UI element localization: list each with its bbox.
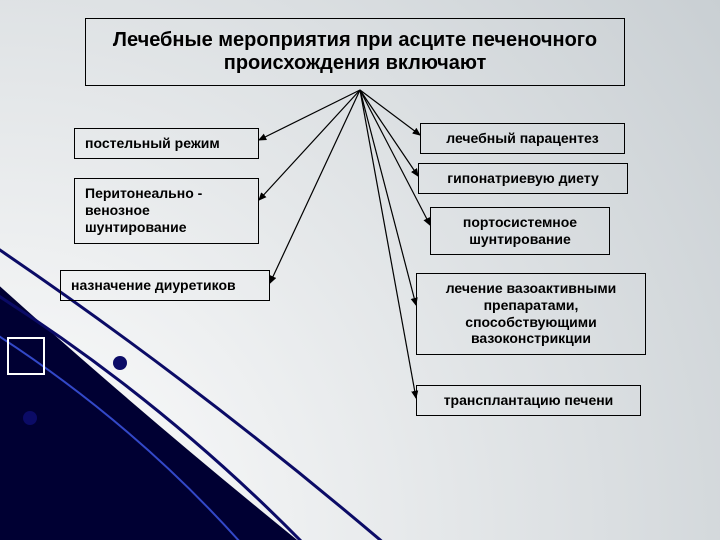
node-label: портосистемное шунтирование [463,214,577,247]
node-portosystemic-shunt: портосистемное шунтирование [430,207,610,255]
node-liver-transplant: трансплантацию печени [416,385,641,416]
node-low-sodium-diet: гипонатриевую диету [418,163,628,194]
node-label: назначение диуретиков [71,277,236,293]
node-bed-rest: постельный режим [74,128,259,159]
node-label: лечение вазоактивными препаратами, спосо… [446,280,617,346]
node-label: трансплантацию печени [444,392,614,408]
diagram-title-text: Лечебные мероприятия при асците печеночн… [113,29,597,74]
node-paracentesis: лечебный парацентез [420,123,625,154]
node-vasoactive-drugs: лечение вазоактивными препаратами, спосо… [416,273,646,355]
node-label: постельный режим [85,135,220,151]
node-label: лечебный парацентез [446,130,598,146]
diagram-title: Лечебные мероприятия при асците печеночн… [85,18,625,86]
node-diuretics: назначение диуретиков [60,270,270,301]
node-label: гипонатриевую диету [447,170,598,186]
slide-stage: Лечебные мероприятия при асците печеночн… [0,0,720,540]
node-label: Перитонеально - венозное шунтирование [85,185,202,235]
node-peritoneo-venous-shunt: Перитонеально - венозное шунтирование [74,178,259,244]
